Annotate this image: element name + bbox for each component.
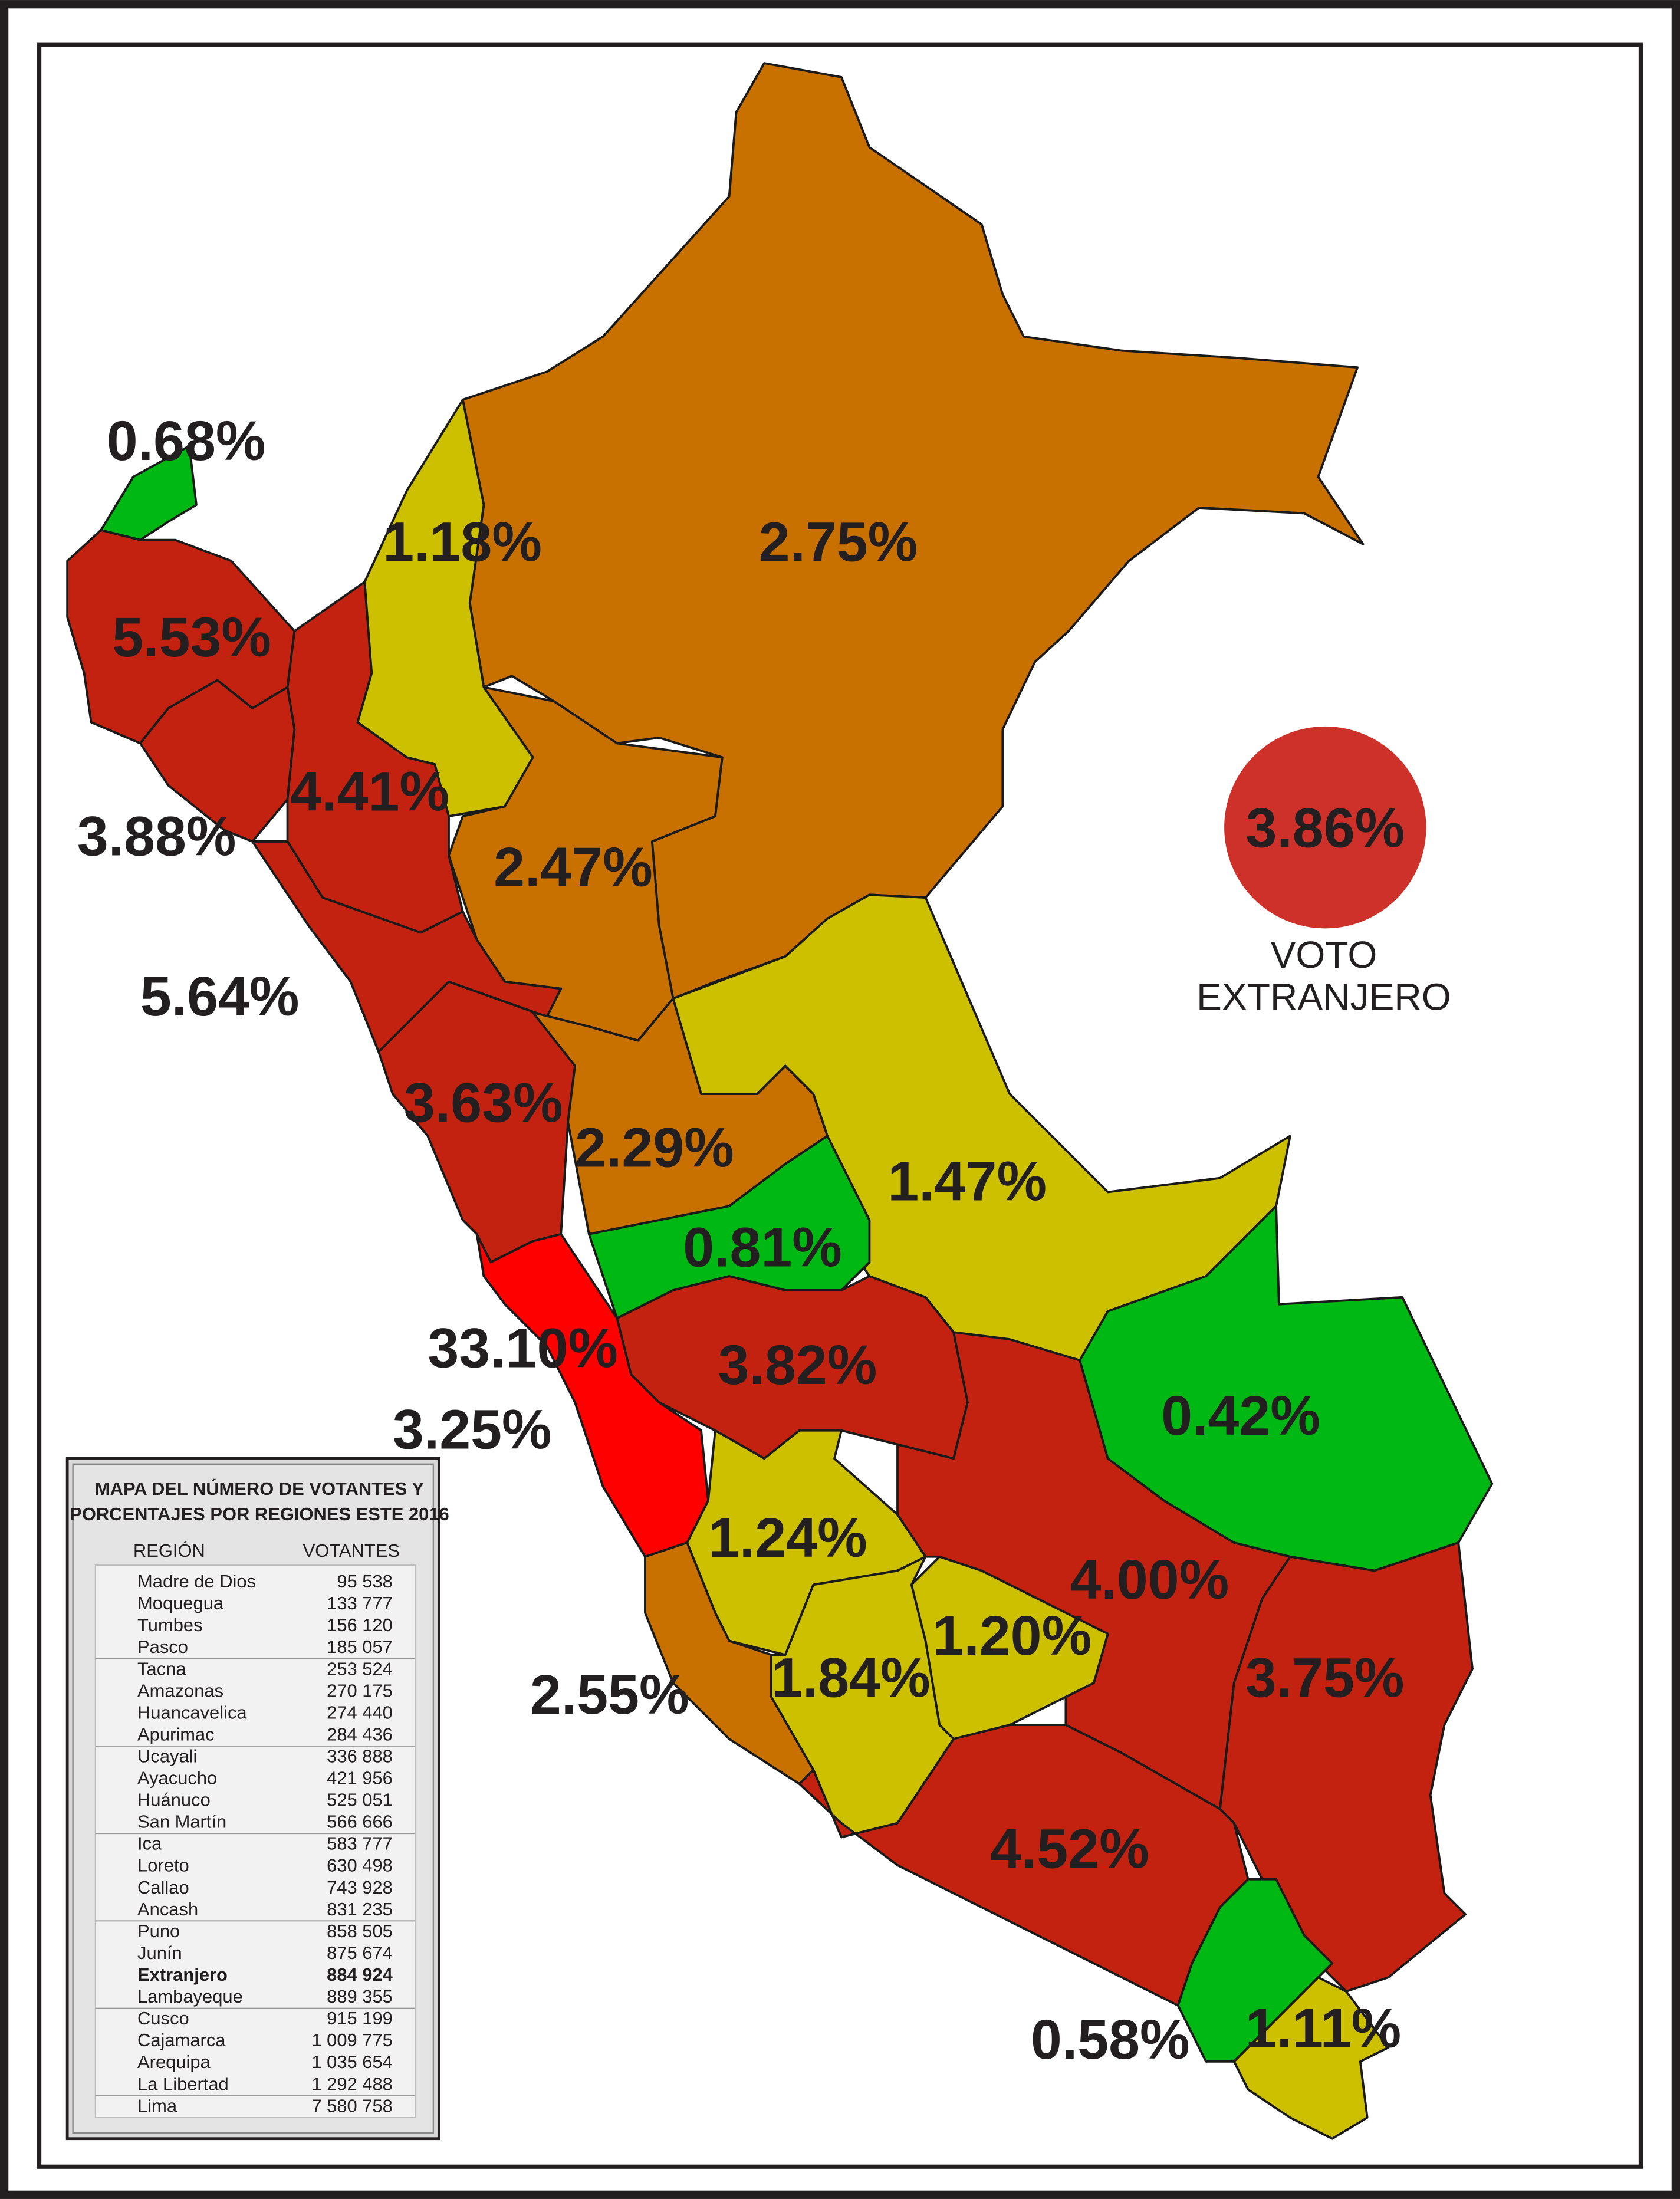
region-name: Arequipa [137, 2052, 211, 2072]
voter-count: 915 199 [327, 2008, 393, 2029]
percentage-labels: 0.68% 1.18% 2.75% 5.53% 4.41% 3.88% 2.47% 5.64%… [77, 410, 1405, 2071]
region-name: Ucayali [137, 1746, 197, 1766]
voter-count: 858 505 [327, 1921, 393, 1941]
table-header: VOTANTES [303, 1540, 400, 1561]
voter-count: 253 524 [327, 1658, 393, 1679]
voter-count: 630 498 [327, 1855, 393, 1876]
region-name: Madre de Dios [137, 1571, 256, 1592]
region-name: Tumbes [137, 1615, 203, 1635]
percentage-label: 2.75% [759, 511, 918, 573]
region-name: Moquegua [137, 1593, 224, 1613]
voter-count: 185 057 [327, 1636, 393, 1657]
region-name: Loreto [137, 1855, 189, 1876]
percentage-label: 5.53% [112, 606, 271, 669]
percentage-label: 3.82% [718, 1334, 877, 1396]
table-header: REGIÓN [133, 1540, 205, 1561]
region-name: Ayacucho [137, 1768, 217, 1789]
percentage-label: 1.11% [1245, 1997, 1401, 2060]
percentage-label: 1.18% [383, 511, 542, 573]
voter-count: 7 580 758 [311, 2095, 393, 2116]
voter-count: 95 538 [337, 1571, 393, 1592]
voter-count: 284 436 [327, 1724, 393, 1744]
region-name: Amazonas [137, 1680, 223, 1701]
voters-table: MAPA DEL NÚMERO DE VOTANTES Y PORCENTAJE… [65, 1457, 449, 2141]
table-title: MAPA DEL NÚMERO DE VOTANTES Y [95, 1478, 424, 1499]
percentage-label: 1.20% [932, 1605, 1091, 1667]
percentage-label: 0.42% [1161, 1385, 1320, 1447]
region-puno [1219, 1541, 1474, 1993]
percentage-label: 3.25% [393, 1399, 552, 1461]
voter-count: 270 175 [327, 1680, 393, 1701]
table-body [94, 1564, 416, 2118]
foreign-vote-value: 3.86% [1245, 797, 1405, 859]
percentage-label: 1.47% [887, 1151, 1047, 1213]
percentage-label: 0.81% [683, 1216, 842, 1278]
voter-count: 421 956 [327, 1768, 393, 1789]
voter-count: 1 292 488 [311, 2073, 393, 2094]
region-name: Lima [137, 2095, 177, 2116]
percentage-label: 4.00% [1070, 1549, 1229, 1611]
region-name: La Libertad [137, 2073, 229, 2094]
region-apurimac [910, 1555, 1109, 1740]
region-huancavelica [686, 1429, 927, 1656]
percentage-label: 4.52% [990, 1818, 1149, 1881]
foreign-vote-label: VOTO [1271, 933, 1377, 976]
percentage-label: 2.47% [494, 836, 653, 899]
region-name: Huánuco [137, 1790, 211, 1810]
voter-count: 156 120 [327, 1615, 393, 1635]
frame [37, 42, 1643, 2169]
region-name: Puno [137, 1921, 180, 1941]
voter-count: 133 777 [327, 1593, 393, 1613]
percentage-label: 2.55% [530, 1664, 689, 1726]
voter-count: 566 666 [327, 1812, 393, 1832]
percentage-label: 4.41% [290, 761, 449, 823]
peru-map [66, 62, 1494, 2140]
region-tacna [1232, 1976, 1390, 2140]
region-name: Pasco [137, 1636, 188, 1657]
region-name: Junín [137, 1942, 182, 1963]
voter-count: 889 355 [327, 1986, 393, 2007]
foreign-vote-label: EXTRANJERO [1196, 975, 1451, 1018]
region-moquegua [1176, 1878, 1334, 2063]
region-lima [475, 1232, 709, 1558]
voter-count: 1 009 775 [311, 2030, 393, 2050]
voter-count: 583 777 [327, 1833, 393, 1854]
region-name: San Martín [137, 1812, 226, 1832]
region-name: Callao [137, 1877, 189, 1898]
voter-count: 336 888 [327, 1746, 393, 1766]
percentage-label: 0.58% [1031, 2009, 1190, 2071]
percentage-label: 2.29% [575, 1117, 734, 1179]
voter-count: 831 235 [327, 1899, 393, 1919]
region-cajamarca [286, 581, 464, 934]
voter-count: 274 440 [327, 1702, 393, 1723]
region-name: Huancavelica [137, 1702, 247, 1723]
voter-count: 1 035 654 [311, 2052, 393, 2072]
region-name: Tacna [137, 1658, 186, 1679]
percentage-label: 5.64% [140, 965, 300, 1028]
percentage-label: 1.84% [771, 1647, 931, 1710]
percentage-label: 0.68% [107, 410, 266, 472]
percentage-label: 3.75% [1245, 1647, 1405, 1710]
foreign-vote-circle [1224, 726, 1426, 929]
region-name: Lambayeque [137, 1986, 243, 2007]
voter-count: 875 674 [327, 1942, 393, 1963]
voter-count: 743 928 [327, 1877, 393, 1898]
table-title: PORCENTAJES POR REGIONES ESTE 2016 [70, 1504, 449, 1524]
percentage-label: 3.63% [404, 1072, 563, 1135]
region-name: Apurimac [137, 1724, 215, 1744]
region-name: Ancash [137, 1899, 198, 1919]
voter-count: 884 924 [327, 1964, 393, 1985]
region-la-libertad [251, 840, 563, 1053]
percentage-label: 1.24% [708, 1507, 867, 1569]
region-name: Cusco [137, 2008, 189, 2029]
region-name: Cajamarca [137, 2030, 226, 2050]
voter-count: 525 051 [327, 1790, 393, 1810]
region-name: Extranjero [137, 1964, 228, 1985]
region-name: Ica [137, 1833, 162, 1854]
percentage-label: 3.88% [77, 806, 236, 868]
percentage-label: 33.10% [428, 1317, 618, 1380]
region-arequipa [798, 1724, 1250, 2007]
